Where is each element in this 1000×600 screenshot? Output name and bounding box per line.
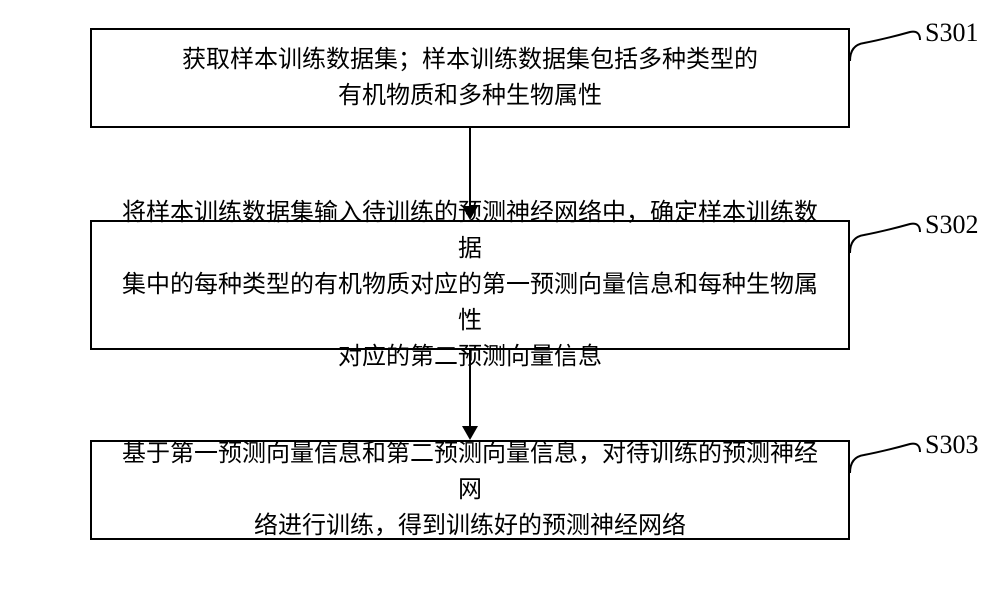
bracket-S301	[845, 10, 925, 65]
step-text-S301: 获取样本训练数据集；样本训练数据集包括多种类型的 有机物质和多种生物属性	[182, 42, 758, 114]
bracket-S302	[845, 202, 925, 257]
step-box-S303: 基于第一预测向量信息和第二预测向量信息，对待训练的预测神经网 络进行训练，得到训…	[90, 440, 850, 540]
step-label-S302: S302	[925, 210, 978, 240]
arrow-head-0	[462, 206, 478, 220]
bracket-S303	[845, 422, 925, 477]
step-label-S303: S303	[925, 430, 978, 460]
step-box-S302: 将样本训练数据集输入待训练的预测神经网络中，确定样本训练数据 集中的每种类型的有…	[90, 220, 850, 350]
step-text-S302: 将样本训练数据集输入待训练的预测神经网络中，确定样本训练数据 集中的每种类型的有…	[112, 195, 828, 375]
arrow-line-1	[469, 350, 471, 426]
step-text-S303: 基于第一预测向量信息和第二预测向量信息，对待训练的预测神经网 络进行训练，得到训…	[112, 436, 828, 544]
arrow-head-1	[462, 426, 478, 440]
arrow-line-0	[469, 128, 471, 206]
step-label-S301: S301	[925, 18, 978, 48]
flowchart-canvas: 获取样本训练数据集；样本训练数据集包括多种类型的 有机物质和多种生物属性 S301…	[0, 0, 1000, 600]
step-box-S301: 获取样本训练数据集；样本训练数据集包括多种类型的 有机物质和多种生物属性	[90, 28, 850, 128]
